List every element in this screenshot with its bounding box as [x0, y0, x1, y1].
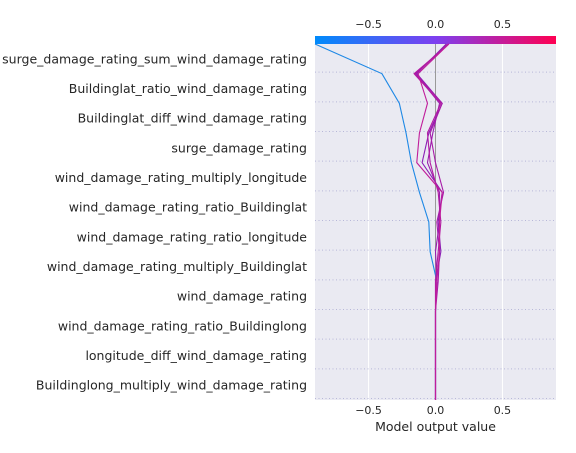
feature-label: longitude_diff_wind_damage_rating [85, 348, 307, 363]
feature-label: wind_damage_rating_ratio_Buildinglat [69, 200, 307, 215]
x-axis-label: Model output value [375, 419, 496, 434]
feature-label: wind_damage_rating_multiply_longitude [55, 170, 308, 185]
feature-label: wind_damage_rating_ratio_longitude [77, 229, 308, 244]
feature-label: wind_damage_rating_ratio_Buildinglong [58, 318, 307, 333]
top-tick-label: −0.5 [355, 18, 382, 31]
feature-label: surge_damage_rating [171, 140, 307, 155]
feature-label: Buildinglat_diff_wind_damage_rating [78, 111, 307, 126]
feature-label: surge_damage_rating_sum_wind_damage_rati… [2, 51, 307, 66]
bottom-tick-label: 0.0 [427, 404, 445, 417]
bottom-tick-label: −0.5 [355, 404, 382, 417]
colorbar [315, 36, 556, 44]
bottom-tick-label: 0.5 [494, 404, 512, 417]
feature-label: Buildinglat_ratio_wind_damage_rating [69, 81, 307, 96]
feature-label: Buildinglong_multiply_wind_damage_rating [36, 378, 307, 393]
top-tick-label: 0.0 [427, 18, 445, 31]
feature-label: wind_damage_rating [177, 289, 307, 304]
top-tick-label: 0.5 [494, 18, 512, 31]
feature-label: wind_damage_rating_multiply_Buildinglat [47, 259, 307, 274]
feature-labels: surge_damage_rating_sum_wind_damage_rati… [2, 51, 307, 392]
